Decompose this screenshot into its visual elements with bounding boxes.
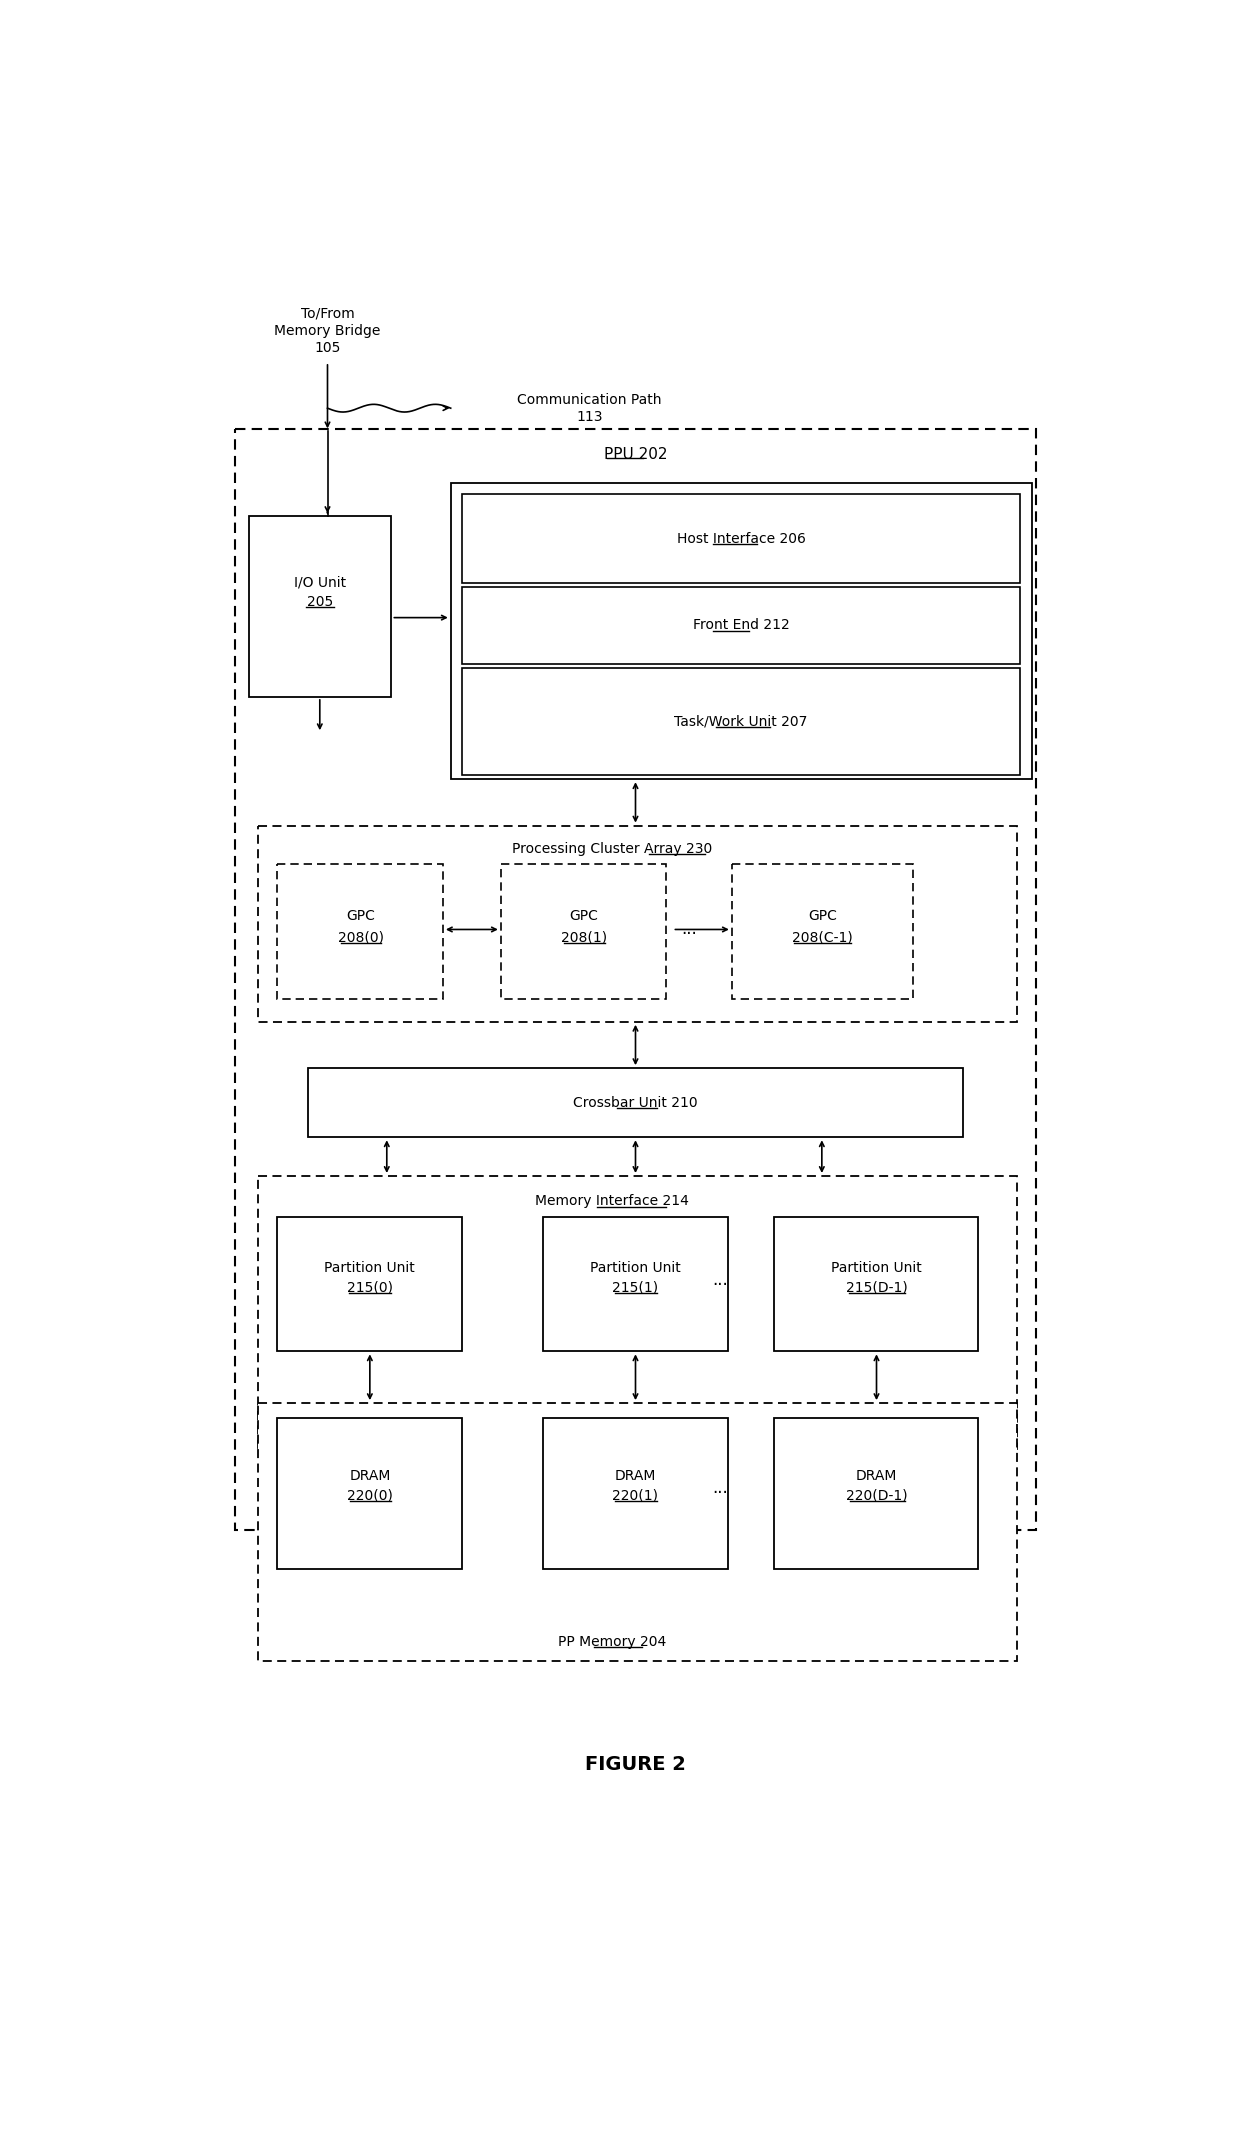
Bar: [278, 1419, 463, 1568]
Text: 208(0): 208(0): [337, 929, 383, 944]
Text: 208(C-1): 208(C-1): [792, 929, 853, 944]
Text: Partition Unit: Partition Unit: [831, 1262, 921, 1274]
Text: FIGURE 2: FIGURE 2: [585, 1756, 686, 1775]
Text: DRAM: DRAM: [856, 1468, 898, 1483]
Text: 220(1): 220(1): [613, 1487, 658, 1502]
Text: PP Memory 204: PP Memory 204: [558, 1634, 667, 1649]
Bar: [249, 516, 392, 697]
Text: ...: ...: [712, 1479, 728, 1496]
Text: GPC: GPC: [569, 910, 599, 923]
Text: Task/Work Unit 207: Task/Work Unit 207: [675, 714, 807, 729]
Text: 208(1): 208(1): [560, 929, 606, 944]
Text: 215(0): 215(0): [347, 1281, 393, 1294]
Text: ...: ...: [682, 921, 697, 938]
Text: Processing Cluster Array 230: Processing Cluster Array 230: [512, 842, 713, 857]
Bar: [258, 1402, 1017, 1660]
Text: Host Interface 206: Host Interface 206: [677, 533, 806, 546]
Text: DRAM: DRAM: [350, 1468, 391, 1483]
Text: ...: ...: [712, 1270, 728, 1289]
Bar: [236, 428, 1035, 1530]
Text: 220(D-1): 220(D-1): [846, 1487, 908, 1502]
Text: 113: 113: [577, 411, 603, 424]
Text: Crossbar Unit 210: Crossbar Unit 210: [573, 1095, 698, 1110]
Text: Memory Bridge: Memory Bridge: [274, 324, 381, 339]
Text: Partition Unit: Partition Unit: [325, 1262, 415, 1274]
Text: Front End 212: Front End 212: [693, 618, 790, 633]
Text: Partition Unit: Partition Unit: [590, 1262, 681, 1274]
Bar: [463, 494, 1021, 584]
Bar: [543, 1419, 728, 1568]
Text: GPC: GPC: [346, 910, 374, 923]
Text: 215(1): 215(1): [613, 1281, 658, 1294]
Text: Communication Path: Communication Path: [517, 394, 662, 407]
Text: GPC: GPC: [808, 910, 837, 923]
Text: To/From: To/From: [300, 307, 355, 320]
Bar: [309, 1068, 962, 1138]
Text: 205: 205: [306, 595, 332, 609]
Bar: [450, 484, 1032, 780]
Text: 105: 105: [314, 341, 341, 356]
Text: 215(D-1): 215(D-1): [846, 1281, 908, 1294]
Bar: [774, 1419, 978, 1568]
Bar: [463, 667, 1021, 776]
Bar: [278, 1217, 463, 1351]
Text: PPU 202: PPU 202: [604, 448, 667, 462]
Bar: [774, 1217, 978, 1351]
Bar: [501, 863, 666, 999]
Text: 220(0): 220(0): [347, 1487, 393, 1502]
Bar: [258, 825, 1017, 1023]
Bar: [732, 863, 913, 999]
Bar: [278, 863, 443, 999]
Bar: [543, 1217, 728, 1351]
Bar: [258, 1176, 1017, 1449]
Bar: [463, 586, 1021, 665]
Text: I/O Unit: I/O Unit: [294, 575, 346, 590]
Text: Memory Interface 214: Memory Interface 214: [536, 1193, 689, 1208]
Text: DRAM: DRAM: [615, 1468, 656, 1483]
